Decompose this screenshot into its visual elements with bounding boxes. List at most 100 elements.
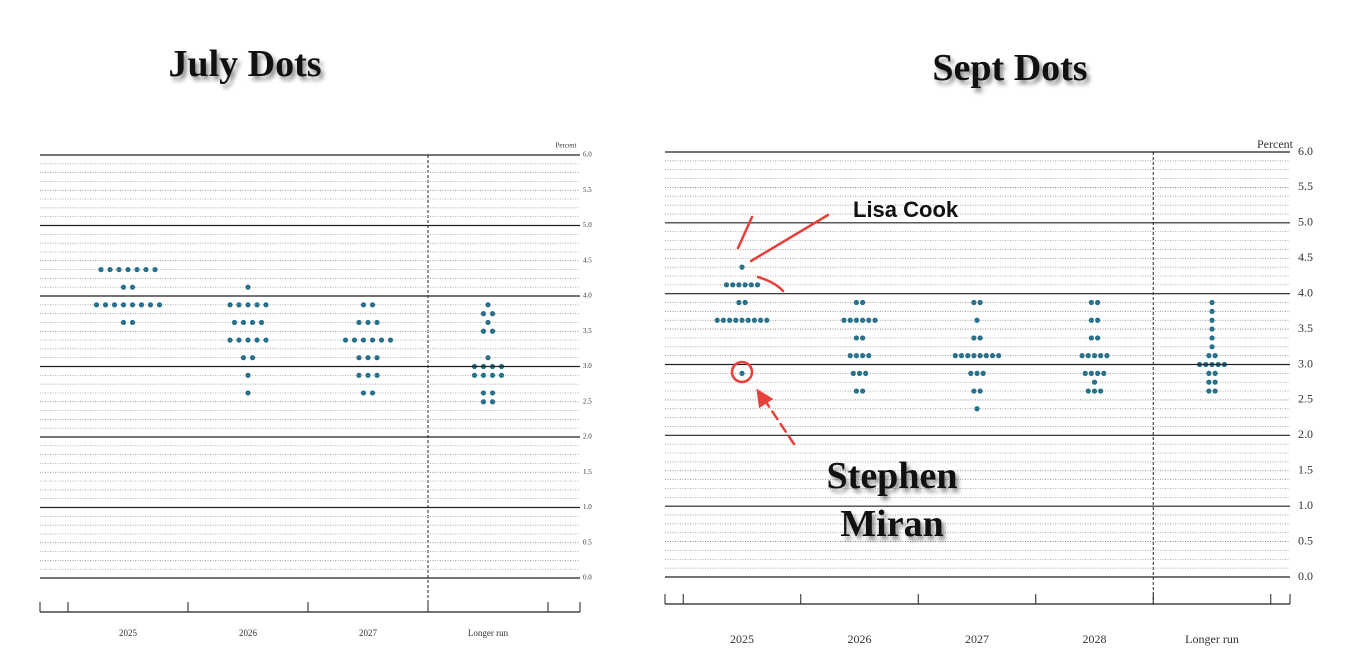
miran-arrow-head [756,388,774,409]
y-tick-label: 4.5 [583,256,592,264]
y-tick-label: 2.0 [583,433,592,441]
dot [351,337,358,343]
dot [1206,379,1212,385]
dot [739,370,745,376]
dot [138,302,145,308]
dot [236,337,242,343]
dot [853,388,860,394]
dot [974,317,980,323]
dot [971,299,977,306]
dot [1104,353,1110,359]
dot [971,335,977,341]
dot [374,372,380,378]
dot [1209,326,1215,332]
dot [93,302,100,308]
y-tick-label: 3.5 [1298,321,1313,335]
dot [853,317,860,323]
miran-circle [730,360,754,384]
dot [1101,370,1107,376]
dot [1206,388,1212,394]
y-tick-label: 5.0 [583,221,592,229]
annotation: Stephen Miran [826,455,958,545]
dot [853,335,860,341]
dot [748,282,754,288]
dot [1091,353,1098,359]
y-tick-label: 6.0 [583,151,592,159]
dot [739,317,745,323]
dot [996,353,1002,359]
dot [374,319,380,326]
dot [974,370,980,376]
dot [1088,317,1094,323]
y-tick-label: 5.0 [1298,215,1313,229]
dot [727,317,733,323]
dot [971,388,977,394]
x-tick-label: 2025 [730,632,754,646]
dot [1209,308,1215,314]
dot [1091,379,1098,385]
dot [378,337,385,343]
dot [1079,353,1085,359]
cook-mark [749,213,830,263]
dot [111,302,118,308]
dot [1209,344,1215,350]
dot [974,406,980,412]
dot [1088,335,1094,341]
dot [1209,317,1215,323]
x-tick-label: 2027 [359,628,378,638]
dot [856,370,863,376]
dot [1088,299,1094,306]
dot [156,302,163,308]
dot [983,353,989,359]
y-tick-label: 4.0 [583,292,592,300]
annotation: Lisa Cook [853,197,959,222]
cook-mark [756,275,785,293]
y-tick-label: 5.5 [1298,179,1313,193]
dot [853,353,860,359]
x-tick-label: 2026 [848,632,872,646]
dot [764,317,770,323]
y-tick-label: 2.5 [583,397,592,405]
dot [116,266,122,273]
dot [1206,353,1212,359]
dot [254,302,260,308]
miran-arrow [764,400,796,446]
dot [356,319,362,326]
chart-title: Sept Dots [932,47,1088,89]
dot [866,353,872,359]
y-tick-label: 2.0 [1298,427,1313,441]
dot [841,317,847,323]
y-tick-label: 1.0 [583,503,592,511]
y-axis-label: Percent [1257,137,1294,151]
dot [958,353,965,359]
x-tick-label: 2026 [239,628,258,638]
dot [866,317,872,323]
dot [739,264,745,270]
y-tick-label: 5.5 [583,186,592,194]
dot [1088,370,1094,376]
dot [236,302,242,308]
y-tick-label: 0.5 [1298,533,1313,547]
dot [714,317,720,323]
y-axis-label: Percent [556,142,577,150]
dot [723,282,730,288]
dot [1091,388,1098,394]
x-tick-label: Longer run [468,628,509,638]
dot [231,319,238,326]
y-tick-label: 1.5 [1298,463,1313,477]
y-tick-label: 3.0 [1298,356,1313,370]
dot [853,299,860,306]
y-tick-label: 0.0 [1298,569,1313,583]
dot [736,299,742,306]
dot [471,372,478,378]
y-tick-label: 3.5 [583,327,592,335]
y-tick-label: 2.5 [1298,392,1313,406]
y-tick-label: 1.5 [583,468,592,476]
annotation-marks [730,213,830,446]
cook-mark [736,215,754,250]
dot [1209,299,1215,306]
dot [1206,370,1212,376]
dot [498,372,505,378]
y-tick-label: 4.0 [1298,285,1313,299]
dot [971,353,977,359]
